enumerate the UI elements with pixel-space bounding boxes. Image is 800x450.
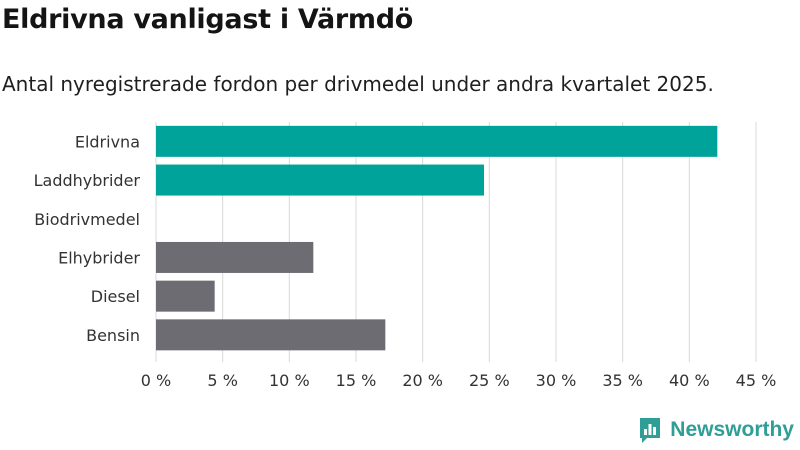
brand: Newsworthy [638, 416, 794, 444]
x-tick-label: 5 % [207, 371, 237, 390]
bar-laddhybrider [156, 164, 484, 196]
x-tick-label: 15 % [336, 371, 377, 390]
chart-title: Eldrivna vanligast i Värmdö [2, 4, 414, 35]
bar-diesel [156, 280, 215, 312]
category-label: Biodrivmedel [34, 210, 140, 229]
newsworthy-logo-icon [640, 418, 661, 443]
x-tick-label: 35 % [602, 371, 643, 390]
bar-chart: 0 % 5 % 10 % 15 % 20 % 25 % 30 % 35 % 40 % 45 % El… [34, 122, 777, 390]
category-label: Bensin [86, 326, 140, 345]
category-label: Eldrivna [75, 132, 140, 151]
category-label: Diesel [91, 287, 140, 306]
category-label: Elhybrider [58, 248, 140, 267]
chart-subtitle: Antal nyregistrerade fordon per drivmede… [2, 72, 714, 96]
x-tick-label: 45 % [736, 371, 777, 390]
category-label: Laddhybrider [34, 171, 141, 190]
brand-name: Newsworthy [670, 418, 794, 441]
x-tick-label: 25 % [469, 371, 510, 390]
bar-eldrivna [156, 125, 718, 157]
x-tick-label: 40 % [669, 371, 710, 390]
bar-elhybrider [156, 241, 314, 273]
x-tick-label: 20 % [402, 371, 443, 390]
x-tick-label: 10 % [269, 371, 310, 390]
x-tick-label: 0 % [141, 371, 171, 390]
x-tick-label: 30 % [536, 371, 577, 390]
bar-bensin [156, 319, 386, 351]
